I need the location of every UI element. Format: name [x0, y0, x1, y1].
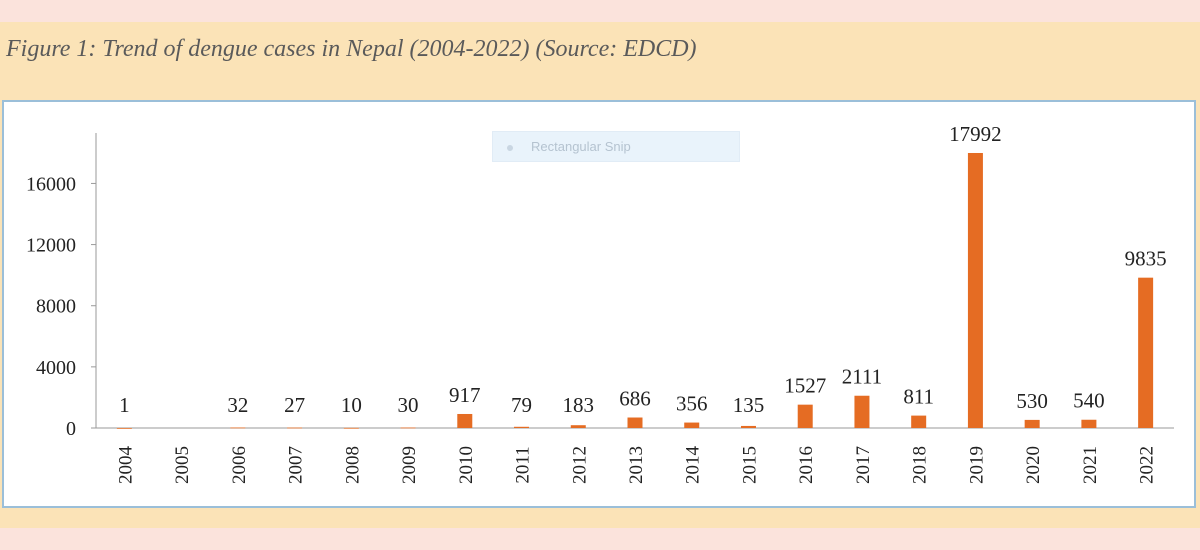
bar-2016 [797, 404, 813, 428]
data-label-2021: 540 [1073, 389, 1105, 413]
data-label-2014: 356 [676, 392, 708, 416]
snip-dot-icon [507, 144, 513, 151]
x-tick-label-2011: 2011 [513, 446, 534, 483]
data-label-2008: 10 [341, 393, 362, 417]
bar-2004 [116, 427, 132, 429]
x-tick-label-2007: 2007 [286, 446, 307, 484]
x-tick-label-2021: 2021 [1080, 446, 1101, 484]
x-tick-label-2020: 2020 [1023, 446, 1044, 484]
x-tick-label-2016: 2016 [796, 446, 817, 484]
y-tick-label: 16000 [26, 173, 76, 195]
x-tick-label-2009: 2009 [399, 446, 420, 484]
bar-2012 [570, 425, 586, 428]
x-tick-label-2018: 2018 [910, 446, 931, 484]
x-tick-label-2022: 2022 [1137, 446, 1158, 484]
y-tick-label: 12000 [26, 235, 76, 257]
x-tick-label-2010: 2010 [456, 446, 477, 484]
bar-2013 [627, 417, 643, 428]
data-label-2019: 17992 [949, 122, 1002, 146]
bar-2021 [1081, 419, 1097, 428]
x-tick-label-2008: 2008 [342, 446, 363, 484]
figure-caption: Figure 1: Trend of dengue cases in Nepal… [6, 36, 697, 62]
x-tick-label-2019: 2019 [966, 446, 987, 484]
data-label-2011: 79 [511, 393, 532, 417]
data-label-2009: 30 [398, 393, 419, 417]
data-label-2012: 183 [563, 393, 595, 417]
data-label-2006: 32 [227, 393, 248, 417]
data-label-2015: 135 [733, 393, 765, 417]
x-tick-label-2017: 2017 [853, 446, 874, 484]
x-tick-label-2005: 2005 [172, 446, 193, 484]
bar-2010 [457, 413, 473, 428]
x-tick-label-2004: 2004 [115, 446, 136, 485]
y-tick-label: 0 [66, 418, 76, 440]
chart-frame [2, 100, 1196, 508]
bar-2007 [287, 427, 303, 429]
data-label-2022: 9835 [1125, 247, 1167, 271]
bar-2011 [514, 426, 530, 428]
data-label-2020: 530 [1016, 389, 1048, 413]
bar-2018 [911, 415, 927, 428]
rectangular-snip-overlay[interactable]: Rectangular Snip [492, 131, 740, 162]
bar-2019 [967, 152, 983, 429]
data-label-2004: 1 [119, 393, 130, 417]
y-tick-label: 8000 [36, 296, 76, 318]
data-label-2017: 2111 [842, 365, 882, 389]
data-label-2018: 811 [903, 385, 934, 409]
bar-2009 [400, 427, 416, 429]
data-label-2010: 917 [449, 383, 481, 407]
x-tick-label-2006: 2006 [229, 446, 250, 484]
data-label-2007: 27 [284, 393, 305, 417]
y-tick-label: 4000 [36, 357, 76, 379]
x-tick-label-2012: 2012 [569, 446, 590, 484]
x-tick-label-2015: 2015 [739, 446, 760, 484]
snip-label: Rectangular Snip [531, 139, 631, 154]
bar-2006 [230, 427, 246, 429]
bar-2008 [343, 427, 359, 429]
x-tick-label-2013: 2013 [626, 446, 647, 484]
x-tick-label-2014: 2014 [683, 446, 704, 485]
bar-2020 [1024, 419, 1040, 428]
bar-2017 [854, 395, 870, 428]
data-label-2016: 1527 [784, 374, 826, 398]
bar-2022 [1138, 277, 1154, 428]
bottom-strip [0, 508, 1200, 526]
bar-2015 [740, 425, 756, 428]
data-label-2013: 686 [619, 387, 651, 411]
bar-2014 [684, 422, 700, 428]
